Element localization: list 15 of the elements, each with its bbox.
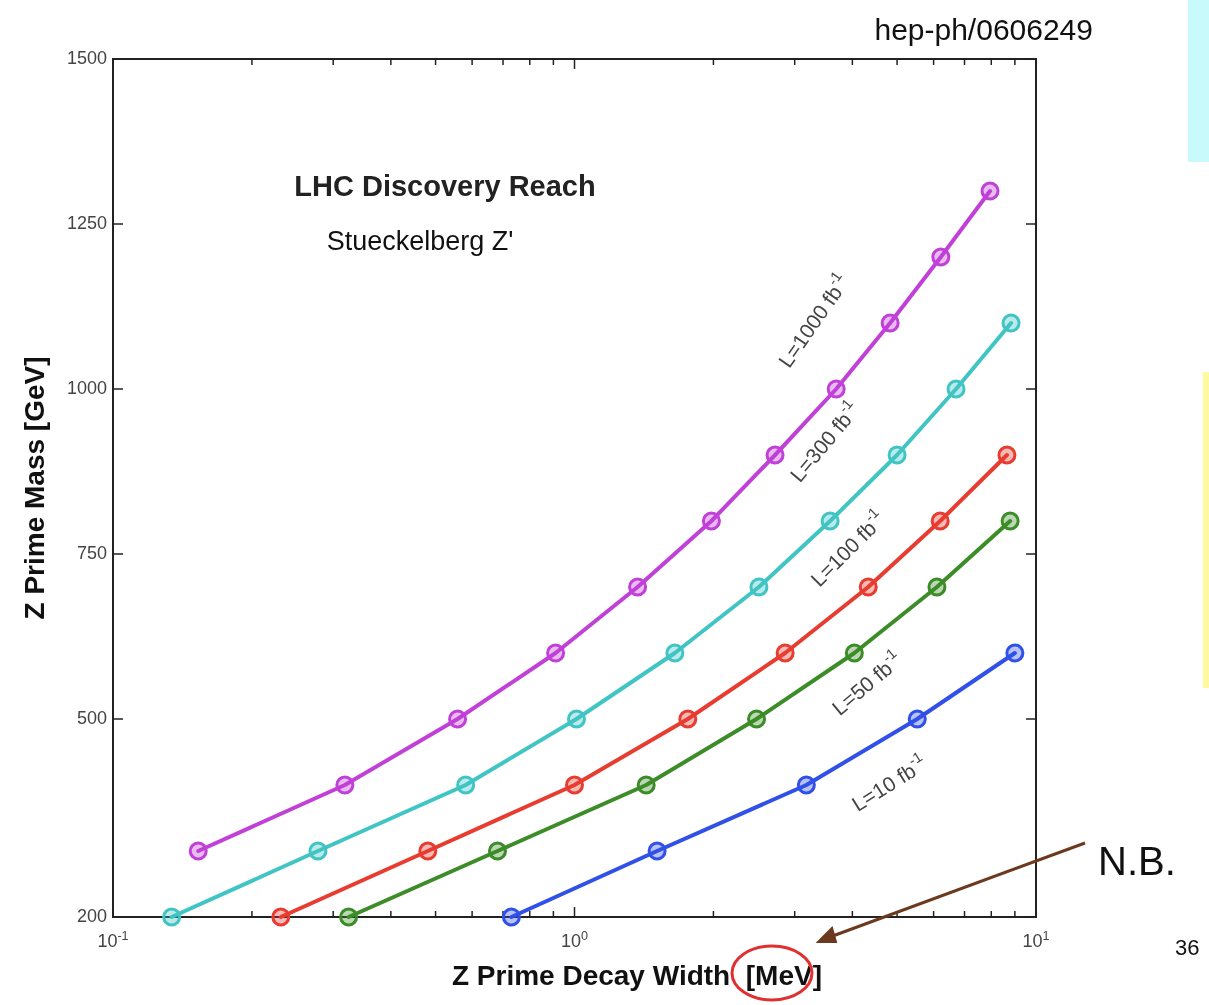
text: N.B. (1098, 839, 1176, 883)
text: 36 (1175, 935, 1200, 960)
text: Stueckelberg Z' (326, 226, 514, 256)
text: hep-ph/0606249 (874, 13, 1093, 46)
y-tick-label: 1250 (66, 212, 107, 233)
y-tick-label: 1500 (66, 47, 107, 68)
x-tick-label: 10$^{0}$ (560, 929, 589, 951)
y-tick-label: 200 (76, 905, 107, 926)
y-axis-title: Z Prime Mass [GeV] (19, 356, 50, 620)
y-tick-label: 500 (76, 707, 107, 728)
x-tick-label: 10$^{1}$ (1022, 929, 1050, 951)
x-tick-label: 10$^{-1}$ (97, 929, 129, 951)
y-tick-label: 750 (76, 542, 107, 563)
y-tick-label: 1000 (66, 377, 107, 398)
text: LHC Discovery Reach (294, 170, 596, 202)
